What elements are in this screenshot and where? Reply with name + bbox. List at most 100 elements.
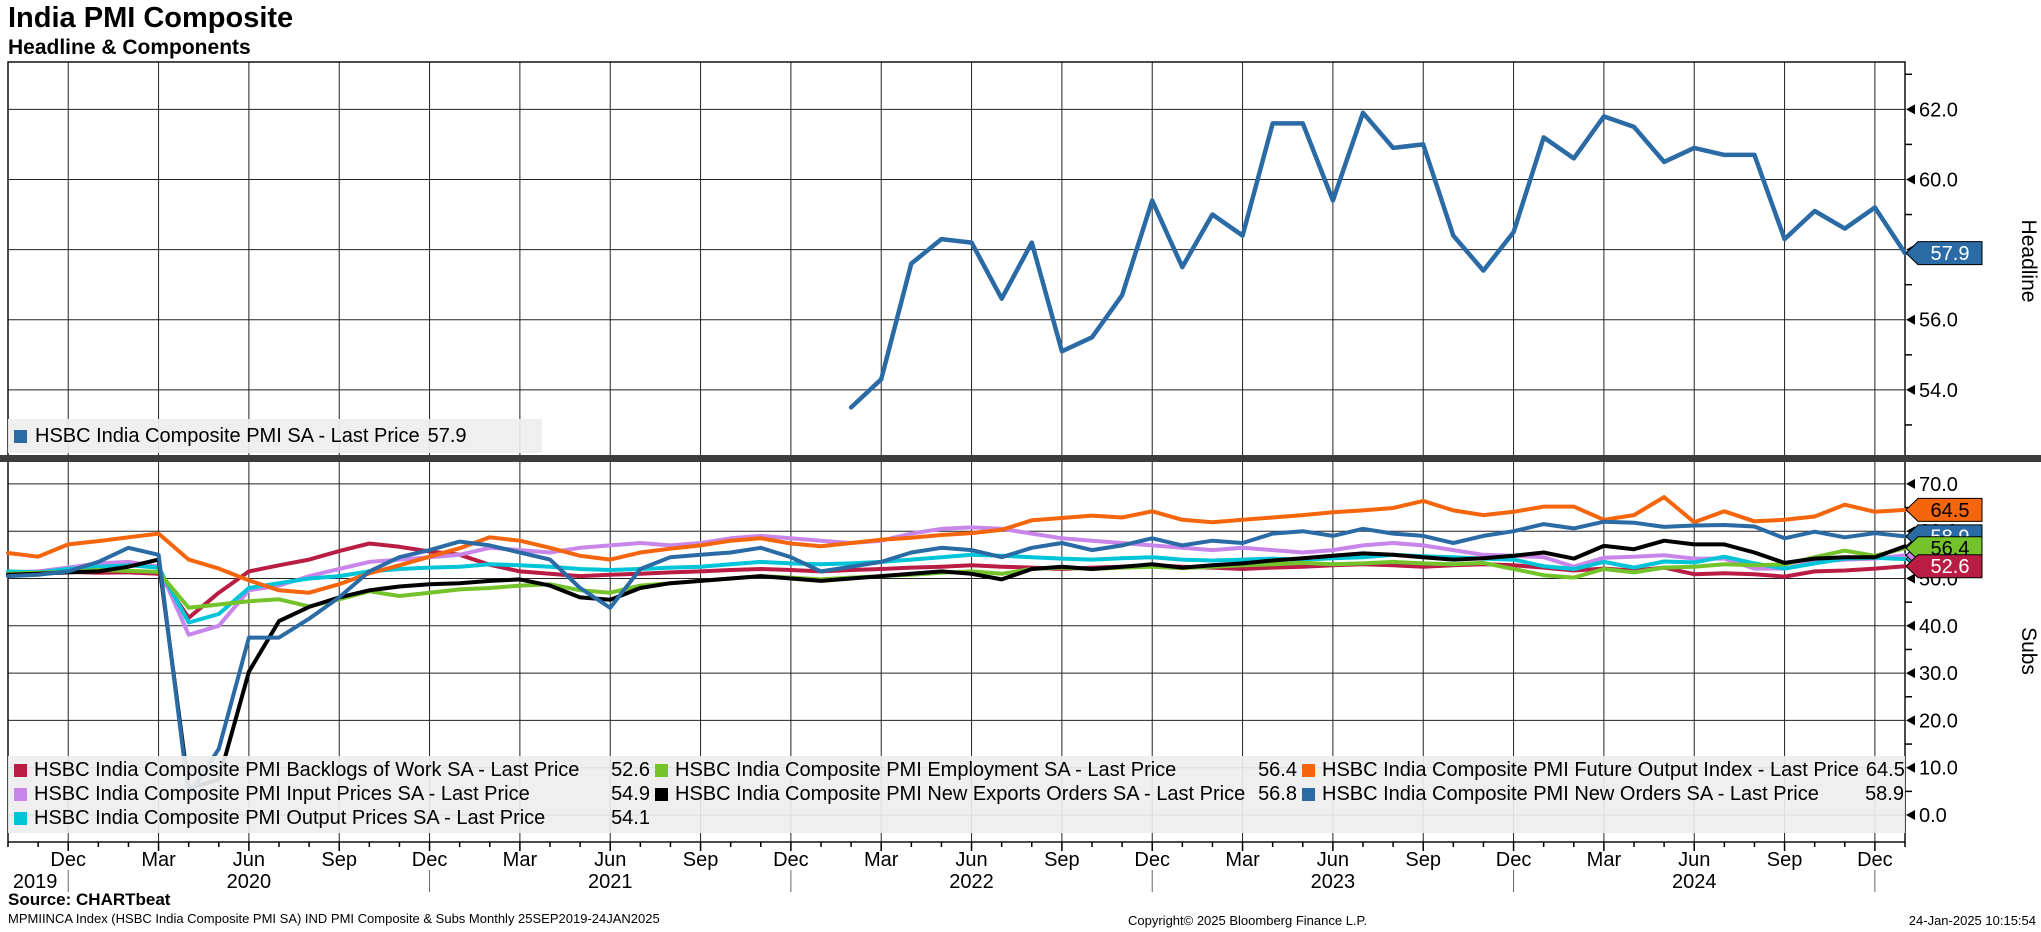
y-tick-arrow <box>1906 810 1915 821</box>
x-tick-label: Dec <box>412 849 448 871</box>
y-tick-label: 0.0 <box>1919 805 1947 827</box>
legend-item-backlogs[interactable]: HSBC India Composite PMI Backlogs of Wor… <box>14 758 650 782</box>
legend-label: HSBC India Composite PMI Input Prices SA… <box>34 782 530 805</box>
series-line-subs-1[interactable] <box>6 525 1907 637</box>
series-line-subs-5[interactable] <box>6 495 1907 595</box>
x-tick-label: Mar <box>1587 849 1622 871</box>
series-line-subs-6[interactable] <box>6 519 1907 799</box>
x-tick-label: Mar <box>864 849 899 871</box>
price-tag[interactable] <box>1905 554 1983 579</box>
x-tick-label: Dec <box>50 849 86 871</box>
x-tick-label: Dec <box>1857 849 1893 871</box>
legend-label: HSBC India Composite PMI SA - Last Price <box>35 424 420 447</box>
y-tick-arrow <box>1906 478 1915 489</box>
y-tick-label: 30.0 <box>1919 663 1958 685</box>
series-swatch-output-prices <box>14 811 27 825</box>
legend-item-future-output[interactable]: HSBC India Composite PMI Future Output I… <box>1302 758 1905 782</box>
legend-label: HSBC India Composite PMI Employment SA -… <box>675 758 1177 781</box>
x-tick-label: Sep <box>1767 849 1803 871</box>
x-tick-label: Sep <box>1405 849 1441 871</box>
y-tick-label: 70.0 <box>1919 474 1958 496</box>
y-tick-arrow <box>1906 620 1915 631</box>
series-swatch-employment <box>655 763 668 777</box>
legend-item-headline-pmi[interactable]: HSBC India Composite PMI SA - Last Price… <box>14 425 467 448</box>
price-tag[interactable] <box>1905 497 1983 522</box>
series-line-headline-0[interactable] <box>848 110 1908 410</box>
subs-legend-column-3: HSBC India Composite PMI Future Output I… <box>1302 758 1905 806</box>
legend-value: 58.9 <box>1865 782 1904 805</box>
series-line-subs-4[interactable] <box>6 538 1907 791</box>
legend-value: 56.8 <box>1258 782 1297 805</box>
x-tick-label: Mar <box>503 849 538 871</box>
timestamp: 24-Jan-2025 10:15:54 <box>1908 913 2036 928</box>
year-label: 2022 <box>949 871 994 893</box>
y-tick-arrow <box>1906 104 1915 115</box>
y-tick-arrow <box>1906 762 1915 773</box>
y-tick-label: 40.0 <box>1919 616 1958 638</box>
x-tick-label: Jun <box>1317 849 1349 871</box>
page-title: India PMI Composite <box>8 2 294 34</box>
headline-legend: HSBC India Composite PMI SA - Last Price… <box>8 419 542 453</box>
legend-value: 52.6 <box>611 758 650 781</box>
y-tick-arrow <box>1906 715 1915 726</box>
x-tick-label: Dec <box>1496 849 1532 871</box>
year-label: 2019 <box>13 871 58 893</box>
series-swatch-input-prices <box>14 787 27 801</box>
price-tag-value: 64.5 <box>1931 500 1970 522</box>
legend-value: 57.9 <box>427 424 467 447</box>
subs-legend-column-2: HSBC India Composite PMI Employment SA -… <box>655 758 1297 806</box>
legend-item-new-orders[interactable]: HSBC India Composite PMI New Orders SA -… <box>1302 782 1904 806</box>
x-tick-label: Mar <box>141 849 176 871</box>
x-tick-label: Jun <box>233 849 265 871</box>
x-tick-label: Mar <box>1225 849 1260 871</box>
x-tick-label: Dec <box>1134 849 1170 871</box>
x-tick-label: Jun <box>594 849 626 871</box>
y-tick-arrow <box>1906 384 1915 395</box>
legend-value: 54.9 <box>611 782 650 805</box>
legend-value: 54.1 <box>611 806 650 829</box>
series-swatch-new-orders <box>1302 787 1315 801</box>
legend-label: HSBC India Composite PMI Future Output I… <box>1322 758 1859 781</box>
y-tick-label: 54.0 <box>1919 380 1958 402</box>
x-tick-label: Sep <box>1044 849 1080 871</box>
series-swatch-backlogs <box>14 763 27 777</box>
subs-legend: HSBC India Composite PMI Backlogs of Wor… <box>8 756 1905 833</box>
x-tick-label: Jun <box>955 849 987 871</box>
year-label: 2021 <box>588 871 633 893</box>
legend-label: HSBC India Composite PMI Output Prices S… <box>34 806 546 829</box>
legend-label: HSBC India Composite PMI Backlogs of Wor… <box>34 758 580 781</box>
series-line-subs-0[interactable] <box>6 541 1907 620</box>
price-tag-value: 57.9 <box>1931 243 1970 265</box>
y-tick-arrow <box>1906 174 1915 185</box>
y-tick-arrow <box>1906 573 1915 584</box>
legend-item-input-prices[interactable]: HSBC India Composite PMI Input Prices SA… <box>14 782 650 806</box>
y-tick-label: 56.0 <box>1919 310 1958 332</box>
y-tick-label: 60.0 <box>1919 169 1958 191</box>
source-label: Source: CHARTbeat <box>8 890 171 909</box>
page-subtitle: Headline & Components <box>8 36 251 59</box>
y-tick-label: 62.0 <box>1919 99 1958 121</box>
x-tick-label: Sep <box>683 849 719 871</box>
y-tick-label: 20.0 <box>1919 710 1958 732</box>
price-tag[interactable] <box>1905 241 1983 266</box>
year-label: 2023 <box>1311 871 1356 893</box>
y-tick-arrow <box>1906 668 1915 679</box>
series-swatch-new-exports-orders <box>655 787 668 801</box>
legend-item-new-exports-orders[interactable]: HSBC India Composite PMI New Exports Ord… <box>655 782 1297 806</box>
series-line-subs-2[interactable] <box>6 552 1907 625</box>
legend-value: 56.4 <box>1258 758 1297 781</box>
legend-label: HSBC India Composite PMI New Exports Ord… <box>675 782 1246 805</box>
legend-item-output-prices[interactable]: HSBC India Composite PMI Output Prices S… <box>14 806 650 830</box>
x-tick-label: Sep <box>321 849 357 871</box>
year-label: 2020 <box>227 871 272 893</box>
price-tag-value: 52.6 <box>1931 556 1970 578</box>
y-tick-arrow <box>1906 314 1915 325</box>
series-swatch-future-output <box>1302 763 1315 777</box>
ticker-disclaimer: MPMIINCA Index (HSBC India Composite PMI… <box>8 911 660 926</box>
y-tick-label: 10.0 <box>1919 758 1958 780</box>
copyright-notice: Copyright© 2025 Bloomberg Finance L.P. <box>1128 913 1368 928</box>
legend-item-employment[interactable]: HSBC India Composite PMI Employment SA -… <box>655 758 1297 782</box>
panel-separator[interactable] <box>0 455 2041 462</box>
subs-legend-column-1: HSBC India Composite PMI Backlogs of Wor… <box>14 758 650 830</box>
